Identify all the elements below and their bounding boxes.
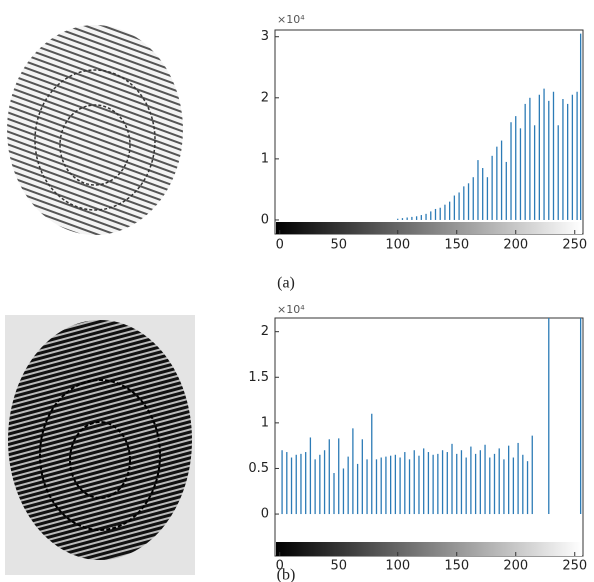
caption: (a) [277,275,295,292]
y-tick-label: 3 [261,29,269,44]
x-tick-label: 150 [444,238,469,253]
fingerprint-a [7,25,183,235]
x-tick-label: 200 [503,559,528,574]
y-tick-label: 2 [261,324,269,339]
y-tick-label: 1 [261,415,269,430]
x-tick-label: 250 [562,559,587,574]
x-tick-label: 250 [562,238,587,253]
y-exponent: ×10⁴ [277,303,305,316]
colorbar [276,222,582,234]
x-tick-label: 0 [276,559,284,574]
axes-box [274,29,584,235]
axes-box [274,317,584,557]
x-tick-label: 100 [385,238,410,253]
fingerprint-b [5,315,195,575]
x-tick-label: 50 [330,238,347,253]
y-tick-label: 1.5 [248,370,269,385]
x-tick-label: 100 [385,559,410,574]
y-tick-label: 0.5 [248,461,269,476]
y-exponent: ×10⁴ [277,13,305,26]
y-tick-label: 2 [261,90,269,105]
x-tick-label: 50 [330,559,347,574]
y-tick-label: 1 [261,151,269,166]
x-tick-label: 200 [503,238,528,253]
colorbar [276,542,582,556]
caption: (b) [277,567,296,582]
x-tick-label: 0 [276,238,284,253]
y-tick-label: 0 [261,212,269,227]
y-tick-label: 0 [261,507,269,522]
x-tick-label: 150 [444,559,469,574]
